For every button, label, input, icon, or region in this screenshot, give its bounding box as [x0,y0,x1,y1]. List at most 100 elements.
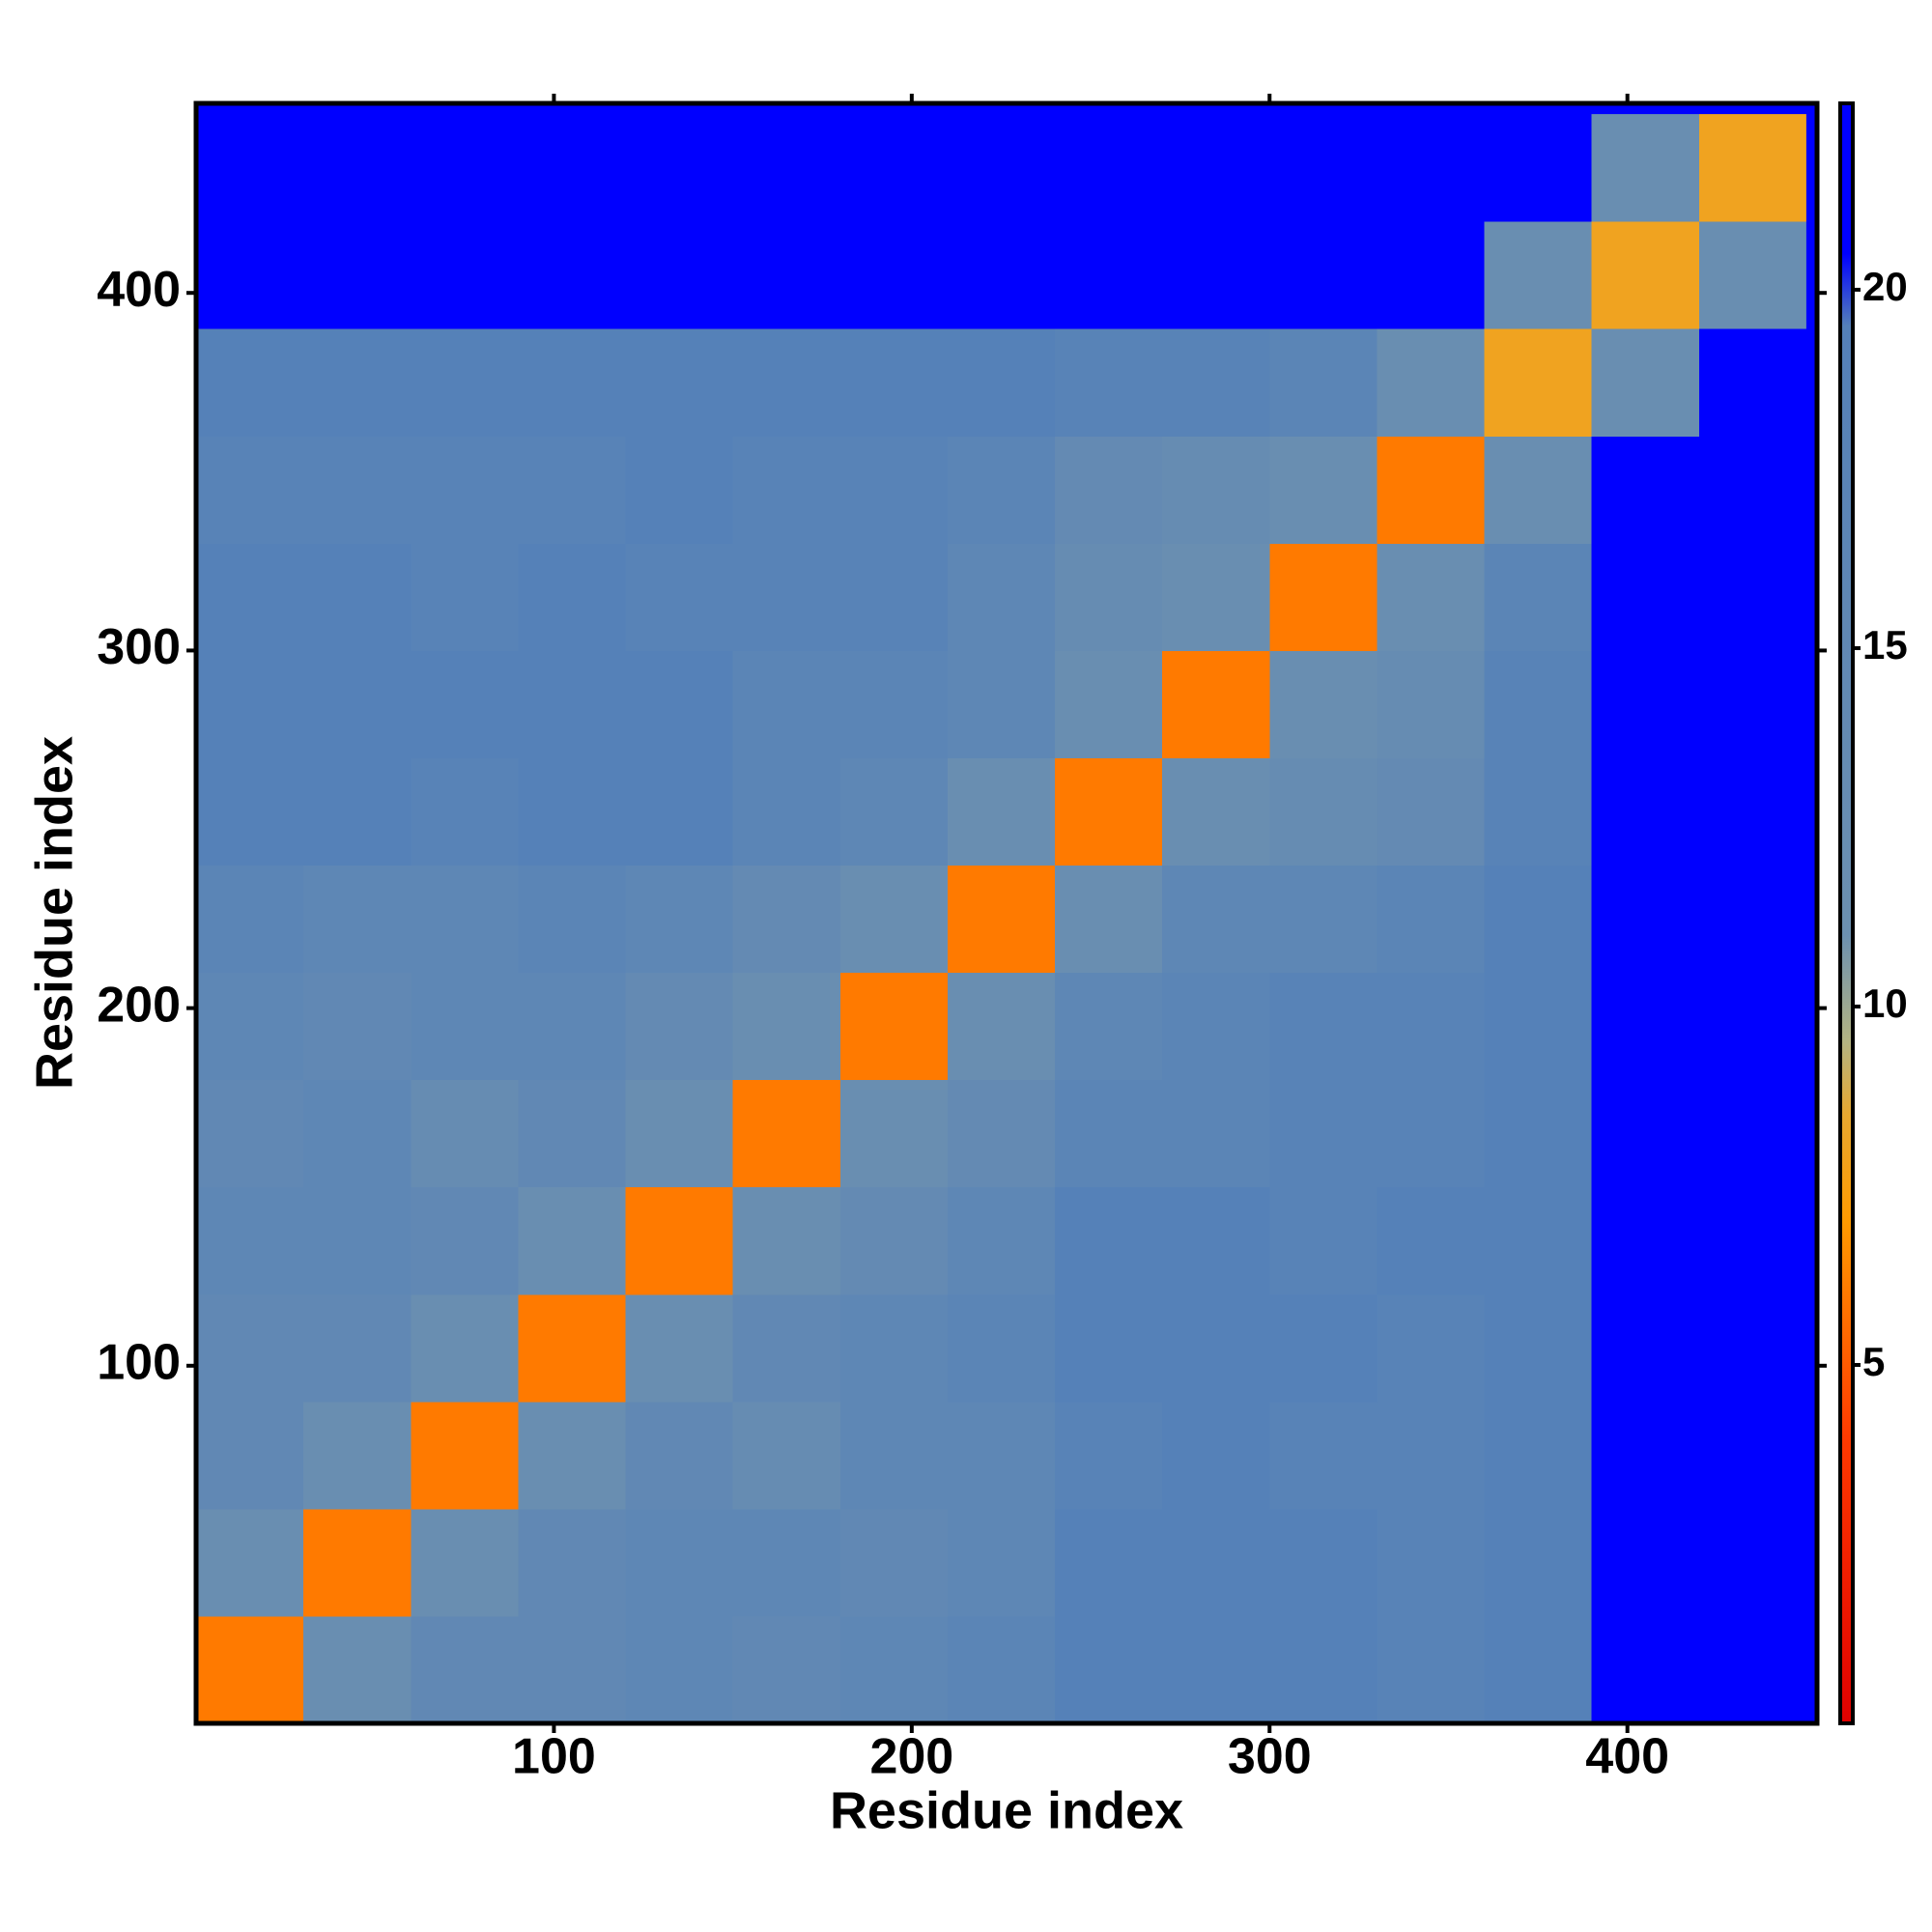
heatmap-cell [1484,1401,1593,1510]
heatmap-cell [1591,1186,1700,1295]
heatmap-cell [1269,865,1378,974]
colorbar-segment [1840,1114,1853,1223]
heatmap-cell [303,436,412,544]
plot-background [196,103,1817,115]
heatmap-cell [1698,436,1807,544]
heatmap-cell [947,757,1056,867]
heatmap-cell [1269,650,1378,758]
heatmap-cell [1591,1508,1700,1617]
heatmap-cell [1698,114,1807,222]
heatmap-cell [1269,221,1378,329]
heatmap-cell [196,972,304,1081]
heatmap-cell [196,1615,304,1724]
heatmap-cell [303,650,412,758]
heatmap-cell [518,328,627,437]
heatmap-cell [1269,114,1378,222]
heatmap-cell [1377,972,1486,1081]
heatmap-cell [625,114,734,222]
heatmap-cell [1591,221,1700,329]
heatmap-cell [518,1186,627,1295]
heatmap-cell [732,1186,841,1295]
heatmap-cell [1591,1615,1700,1724]
heatmap-cell [196,1079,304,1188]
heatmap-cell [1162,436,1270,544]
heatmap-cell [1162,1186,1270,1295]
colorbar-segment [1840,1221,1853,1437]
heatmap-cell [1484,1079,1593,1188]
heatmap-cell [625,972,734,1081]
heatmap-cell [303,221,412,329]
heatmap-cell [732,972,841,1081]
heatmap-cell [518,1508,627,1617]
heatmap-cell [196,328,304,437]
heatmap-cell [1377,1293,1486,1403]
heatmap-cell [1377,1615,1486,1724]
heatmap-cell [625,1186,734,1295]
heatmap-cell [839,757,949,867]
heatmap-cell [1484,328,1593,437]
heatmap-cell [1377,650,1486,758]
heatmap-cell [1484,1186,1593,1295]
heatmap-cell [1269,757,1378,867]
heatmap-cell [732,650,841,758]
heatmap-cell [1269,1293,1378,1403]
heatmap-cell [1484,1615,1593,1724]
heatmap-cell [1484,114,1593,222]
heatmap-cell [303,1615,412,1724]
heatmap-cell [1698,328,1807,437]
heatmap-cell [839,972,949,1081]
heatmap-cell [1698,543,1807,651]
heatmap-cell [625,650,734,758]
heatmap-cell [625,436,734,544]
heatmap-cell [947,1293,1056,1403]
heatmap-cell [1698,1293,1807,1403]
heatmap-cell [411,757,519,867]
heatmap-cell [1484,543,1593,651]
colorbar-tick-label: 20 [1862,264,1908,309]
x-tick-label: 200 [869,1729,953,1785]
heatmap-cell [1162,757,1270,867]
heatmap-cell [303,328,412,437]
heatmap-cell [947,1186,1056,1295]
heatmap-cell [1055,757,1163,867]
heatmap-cell [1055,1508,1163,1617]
heatmap-cell [947,114,1056,222]
heatmap-cell [518,865,627,974]
heatmap-cell [196,650,304,758]
colorbar-segment [1840,253,1853,327]
colorbar-tick-label: 15 [1862,622,1908,668]
heatmap-cell [1162,1615,1270,1724]
heatmap-cell [1377,757,1486,867]
heatmap-cell [1591,650,1700,758]
heatmap-cell [1698,650,1807,758]
heatmap-cell [518,757,627,867]
heatmap-cell [303,1508,412,1617]
heatmap-cell [303,972,412,1081]
heatmap-cell [518,650,627,758]
heatmap-cell [1162,1508,1270,1617]
heatmap-cell [947,436,1056,544]
heatmap-cell [1377,221,1486,329]
heatmap-cell [1484,1293,1593,1403]
heatmap-cell [1055,865,1163,974]
heatmap-cell [1269,1186,1378,1295]
heatmap-cell [518,221,627,329]
heatmap-cell [1377,328,1486,437]
heatmap-cell [625,1508,734,1617]
heatmap-cell [625,1401,734,1510]
heatmap-cell [1377,543,1486,651]
heatmap-cell [411,436,519,544]
heatmap-cell [1698,1186,1807,1295]
heatmap-cell [196,865,304,974]
heatmap-cell [1377,1079,1486,1188]
heatmap-cell [1377,114,1486,222]
heatmap-cell [947,1615,1056,1724]
heatmap-cell [1591,436,1700,544]
heatmap-cell [839,114,949,222]
heatmap-cell [732,436,841,544]
heatmap-cell [411,650,519,758]
colorbar-segment [1840,1436,1853,1724]
heatmap-cell [196,1186,304,1295]
plot-frame [193,100,1820,1726]
heatmap-cell [518,1401,627,1510]
